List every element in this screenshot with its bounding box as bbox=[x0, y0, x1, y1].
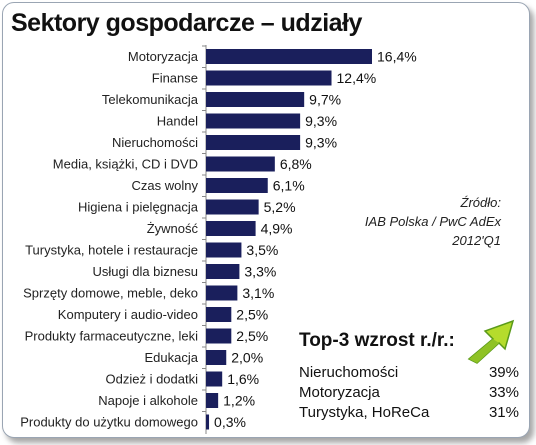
category-label: Żywność bbox=[147, 221, 199, 236]
category-label: Finanse bbox=[152, 71, 198, 86]
top3-row: Motoryzacja 33% bbox=[299, 383, 519, 403]
top3-list: Nieruchomości 39% Motoryzacja 33% Turyst… bbox=[299, 363, 519, 423]
bar bbox=[206, 393, 219, 408]
bar bbox=[206, 350, 227, 365]
category-label: Media, książki, CD i DVD bbox=[53, 157, 198, 172]
bar-value-label: 3,1% bbox=[242, 285, 274, 301]
bar bbox=[206, 113, 301, 129]
bar bbox=[206, 49, 372, 64]
bar-value-label: 3,5% bbox=[246, 242, 278, 258]
category-label: Telekomunikacja bbox=[102, 92, 199, 107]
source-label: Źródło: bbox=[460, 195, 501, 210]
category-label: Usługi dla biznesu bbox=[92, 264, 198, 279]
bar-value-label: 0,3% bbox=[214, 414, 246, 430]
bar bbox=[206, 92, 305, 107]
category-label: Produkty do użytku domowego bbox=[20, 415, 198, 430]
source-note: Źródło: IAB Polska / PwC AdEx 2012'Q1 bbox=[365, 193, 501, 250]
category-label: Czas wolny bbox=[132, 178, 199, 193]
bar-value-label: 4,9% bbox=[261, 221, 293, 237]
category-label: Handel bbox=[157, 114, 198, 129]
top3-name: Turystyka, HoReCa bbox=[299, 404, 430, 421]
top3-heading: Top-3 wzrost r./r.: bbox=[299, 330, 455, 351]
category-label: Komputery i audio-video bbox=[58, 307, 198, 322]
category-label: Napoje i alkohole bbox=[98, 393, 198, 408]
bar-value-label: 9,7% bbox=[309, 92, 341, 108]
bar bbox=[206, 242, 242, 258]
bar bbox=[206, 221, 256, 236]
bar bbox=[206, 285, 238, 301]
bar-value-label: 1,6% bbox=[227, 371, 259, 387]
bar bbox=[206, 328, 232, 344]
bar-value-label: 6,1% bbox=[273, 178, 305, 194]
category-label: Produkty farmaceutyczne, leki bbox=[25, 329, 199, 344]
top3-name: Nieruchomości bbox=[299, 364, 399, 381]
bar-value-label: 9,3% bbox=[305, 113, 337, 129]
bar-value-label: 12,4% bbox=[337, 70, 377, 86]
category-label: Sprzęty domowe, meble, deko bbox=[23, 286, 198, 301]
category-label: Nieruchomości bbox=[112, 135, 198, 150]
category-label: Higiena i pielęgnacja bbox=[78, 200, 199, 215]
top3-value: 39% bbox=[488, 364, 519, 381]
bar bbox=[206, 264, 240, 279]
growth-arrow-icon bbox=[467, 319, 515, 364]
bar bbox=[206, 156, 275, 172]
bar bbox=[206, 178, 268, 193]
bar bbox=[206, 199, 259, 215]
category-label: Motoryzacja bbox=[128, 49, 199, 64]
category-label: Edukacja bbox=[145, 350, 199, 365]
source-period: 2012'Q1 bbox=[452, 233, 501, 248]
bar-value-label: 3,3% bbox=[244, 264, 276, 280]
bar bbox=[206, 307, 232, 322]
bar bbox=[206, 70, 332, 86]
bar-value-label: 6,8% bbox=[280, 156, 312, 172]
bar bbox=[206, 414, 210, 430]
bar-value-label: 2,5% bbox=[236, 307, 268, 323]
bar-chart: Motoryzacja 16,4% Finanse 12,4% Telekomunika… bbox=[20, 45, 417, 434]
top3-name: Motoryzacja bbox=[299, 384, 380, 401]
bar bbox=[206, 371, 223, 387]
category-label: Turystyka, hotele i restauracje bbox=[25, 243, 198, 258]
bar-value-label: 1,2% bbox=[223, 393, 255, 409]
chart-card: Sektory gospodarcze – udziały Motoryzacj… bbox=[2, 2, 530, 438]
bar-value-label: 2,0% bbox=[231, 350, 263, 366]
bar bbox=[206, 135, 301, 150]
source-name: IAB Polska / PwC AdEx bbox=[364, 214, 501, 229]
bar-value-label: 9,3% bbox=[305, 135, 337, 151]
bar-value-label: 16,4% bbox=[377, 49, 417, 65]
bar-value-label: 2,5% bbox=[236, 328, 268, 344]
top3-row: Turystyka, HoReCa 31% bbox=[299, 403, 519, 423]
top3-row: Nieruchomości 39% bbox=[299, 363, 519, 383]
top3-value: 33% bbox=[488, 384, 519, 401]
bar-value-label: 5,2% bbox=[264, 199, 296, 215]
top3-value: 31% bbox=[488, 404, 519, 421]
category-label: Odzież i dodatki bbox=[106, 372, 199, 387]
chart-title: Sektory gospodarcze – udziały bbox=[11, 9, 362, 37]
